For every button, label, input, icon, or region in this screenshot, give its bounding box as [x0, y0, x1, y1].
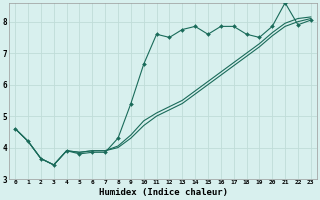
- X-axis label: Humidex (Indice chaleur): Humidex (Indice chaleur): [99, 188, 228, 197]
